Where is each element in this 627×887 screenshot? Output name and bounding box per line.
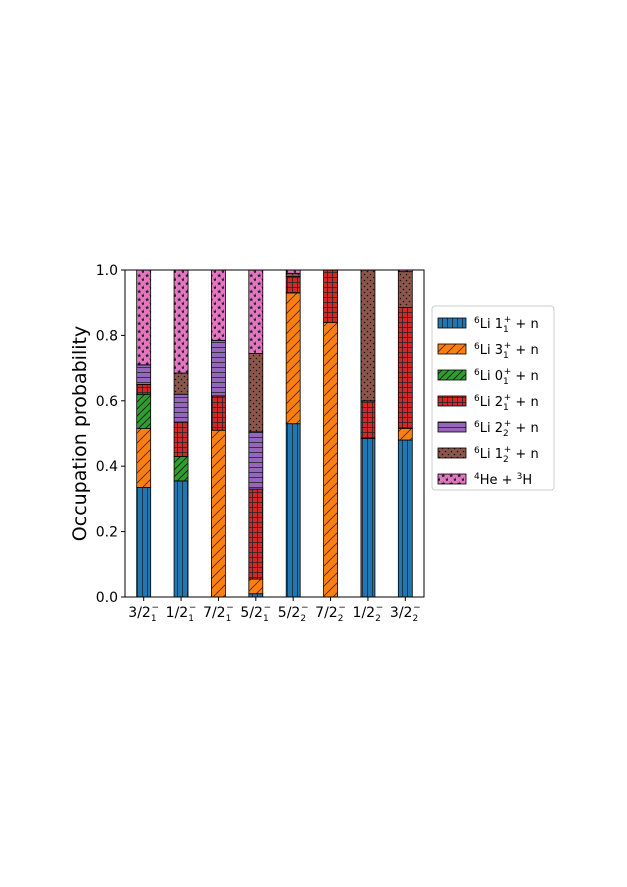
legend-swatch [437,473,467,485]
bar-segment-1-series-7 [136,269,152,366]
bar-segment-3-series-2 [211,429,226,598]
bar-segment-4-series-6 [248,352,264,433]
legend-swatch [437,343,467,355]
x-tick-label: 7/21− [203,603,234,624]
x-tick-label: 3/21− [128,603,159,624]
bar-segment-2-series-7 [173,269,189,374]
y-tick-label: 0.2 [96,525,118,541]
bar-segment-1-series-3 [136,393,152,430]
legend-entry: 6Li 22+ + n [474,419,539,439]
bar-segment-1-series-1 [136,487,152,598]
bar-segment-8-series-4 [397,307,413,429]
bar-segment-2-series-5 [173,393,189,423]
legend-entry: 6Li 01+ + n [474,367,539,387]
bar-segment-8-series-1 [397,439,413,598]
y-axis-label: Occupation probability [69,326,91,541]
bar-segment-8-series-6 [397,271,413,309]
bar-segment-4-series-2 [248,578,264,595]
legend-entry: 6Li 21+ + n [474,393,539,413]
y-tick-label: 1.0 [96,263,118,279]
legend-entry: 6Li 11+ + n [474,315,539,335]
bar-segment-2-series-6 [173,372,189,395]
x-tick-label: 1/22− [353,603,384,624]
bar-segment-7-series-6 [360,269,376,402]
bar-segment-2-series-4 [173,421,189,457]
x-tick-label: 5/21− [240,603,271,624]
bar-segment-4-series-5 [248,431,264,490]
x-tick-label: 5/22− [278,603,309,624]
legend-swatch [437,421,467,433]
y-tick-label: 0.0 [96,590,118,606]
y-tick-label: 0.6 [96,394,118,410]
bar-segment-2-series-1 [173,480,189,598]
bar-segment-1-series-2 [136,428,152,488]
bar-segment-3-series-7 [211,269,226,341]
bar-segment-8-series-2 [397,428,413,441]
bar-segment-6-series-4 [323,269,338,323]
bar-segment-7-series-4 [360,400,376,439]
bars-layer [136,269,413,598]
legend-swatch [437,395,467,407]
bar-segment-5-series-1 [285,423,301,598]
bar-segment-6-series-2 [323,321,338,598]
bar-segment-5-series-2 [285,292,301,425]
x-tick-label: 1/21− [166,603,197,624]
bar-segment-4-series-7 [248,269,264,354]
bar-segment-3-series-5 [211,339,226,397]
y-axis: 0.0 0.2 0.4 0.6 0.8 1.0 [96,263,125,606]
legend-swatch [437,317,467,329]
legend-swatch [437,447,467,459]
bar-segment-5-series-6 [285,272,301,277]
bar-segment-3-series-4 [211,395,226,431]
y-tick-label: 0.4 [96,459,118,475]
x-tick-label: 3/22− [390,603,421,624]
bar-segment-7-series-1 [360,437,376,598]
x-axis: 3/21− 1/21− 7/21− 5/21− 5/22− 7/22− 1/22− 3/22− [128,597,421,624]
bar-segment-1-series-5 [136,364,152,385]
legend-entry: 6Li 12+ + n [474,445,539,465]
legend-swatch [437,369,467,381]
legend-entry: 4He + 3H [474,472,532,488]
legend: 6Li 11+ + n 6Li 31+ + n 6Li 01+ + n 6Li 21+… [431,305,555,491]
x-tick-label: 7/22− [315,603,346,624]
bar-segment-1-series-4 [136,384,152,395]
legend-entry: 6Li 31+ + n [474,341,539,361]
plot-frame [124,269,425,598]
bar-segment-4-series-4 [248,488,264,580]
bar-segment-5-series-4 [285,276,301,294]
bar-segment-2-series-3 [173,455,189,482]
y-tick-label: 0.8 [96,328,118,344]
